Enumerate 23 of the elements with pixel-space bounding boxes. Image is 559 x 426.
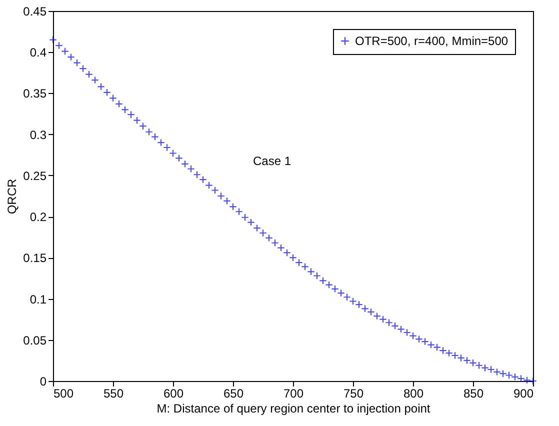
y-tick-label: 0.05 <box>23 333 47 348</box>
x-tick-label: 750 <box>343 386 364 400</box>
y-tick-label: 0.45 <box>23 4 47 18</box>
y-tick-label: 0.4 <box>30 46 47 60</box>
x-tick-label: 650 <box>223 386 244 400</box>
x-axis-title: M: Distance of query region center to injection point <box>156 402 431 416</box>
y-tick-label: 0.3 <box>30 128 47 142</box>
x-tick-label: 900 <box>513 386 534 400</box>
annotation: Case 1 <box>253 154 292 168</box>
x-tick-label: 800 <box>403 386 424 400</box>
y-tick-label: 0.1 <box>30 292 47 306</box>
y-tick-label: 0 <box>40 374 47 388</box>
y-tick-label: 0.35 <box>23 86 47 101</box>
y-axis-title: QRCR <box>5 178 20 214</box>
legend-label: OTR=500, r=400, Mmin=500 <box>355 34 508 48</box>
x-tick-label: 850 <box>463 386 484 400</box>
x-tick-label: 500 <box>54 386 74 400</box>
x-tick-label: 550 <box>103 386 124 400</box>
y-tick-label: 0.2 <box>30 210 47 224</box>
y-tick-label: 0.15 <box>23 251 47 266</box>
y-tick-label: 0.25 <box>23 168 47 183</box>
x-tick-label: 600 <box>163 386 184 400</box>
x-tick-label: 700 <box>283 386 304 400</box>
